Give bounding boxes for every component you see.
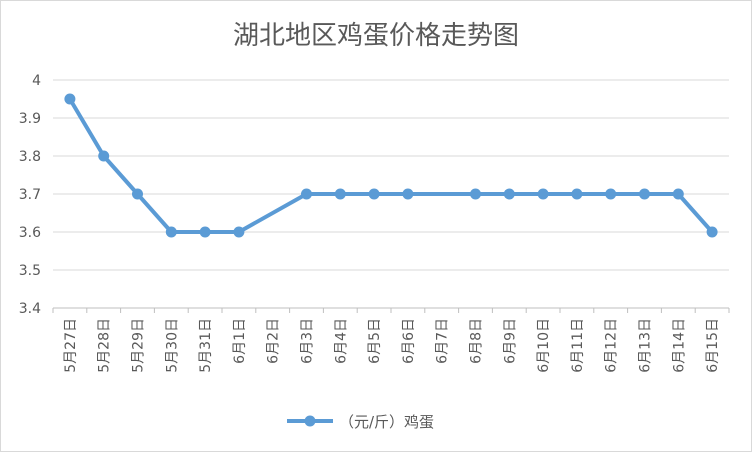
data-point[interactable] xyxy=(503,188,515,200)
x-tick-label: 6月4日 xyxy=(333,318,349,364)
x-tick-label: 5月29日 xyxy=(131,318,147,373)
y-tick-label: 3.8 xyxy=(19,149,41,165)
y-tick-label: 3.7 xyxy=(19,187,41,203)
data-point[interactable] xyxy=(605,188,617,200)
y-axis-tick-labels: 3.4 3.5 3.6 3.7 3.8 3.9 4 xyxy=(19,73,41,317)
chart-title: 湖北地区鸡蛋价格走势图 xyxy=(233,21,519,51)
x-tick-label: 5月28日 xyxy=(97,318,113,373)
data-point[interactable] xyxy=(639,188,650,200)
x-tick-label: 6月8日 xyxy=(469,318,485,364)
x-tick-label: 6月3日 xyxy=(300,318,316,364)
data-point[interactable] xyxy=(165,226,177,238)
x-tick-label: 6月6日 xyxy=(401,318,417,364)
x-tick-label: 6月1日 xyxy=(232,318,248,364)
data-point[interactable] xyxy=(199,226,211,238)
data-point[interactable] xyxy=(98,150,110,162)
y-tick-label: 3.9 xyxy=(19,111,41,127)
data-series xyxy=(64,93,718,238)
x-tick-label: 6月7日 xyxy=(435,318,451,364)
x-tick-label: 6月13日 xyxy=(638,318,654,373)
y-tick-label: 3.6 xyxy=(19,225,41,241)
legend-swatch-marker xyxy=(304,415,316,427)
x-axis xyxy=(52,307,730,313)
x-tick-label: 6月9日 xyxy=(502,318,518,364)
data-point[interactable] xyxy=(470,188,481,200)
data-point[interactable] xyxy=(672,188,684,200)
x-tick-label: 5月27日 xyxy=(63,318,79,373)
data-point[interactable] xyxy=(334,188,346,200)
y-tick-label: 3.4 xyxy=(19,301,41,317)
data-point[interactable] xyxy=(571,188,583,200)
data-point[interactable] xyxy=(233,226,245,238)
gridlines xyxy=(53,79,729,271)
data-point[interactable] xyxy=(132,188,143,200)
data-point[interactable] xyxy=(368,188,380,200)
legend[interactable]: （元/斤）鸡蛋 xyxy=(287,413,434,431)
x-axis-tick-labels: 5月27日 5月28日 5月29日 5月30日 5月31日 6月1日 6月2日 6月3日 6月4… xyxy=(63,318,721,373)
y-tick-label: 3.5 xyxy=(19,263,41,279)
legend-label: （元/斤）鸡蛋 xyxy=(339,413,434,431)
x-tick-label: 6月12日 xyxy=(604,318,620,373)
x-tick-label: 6月10日 xyxy=(536,318,552,373)
x-tick-label: 6月14日 xyxy=(671,318,687,373)
x-tick-label: 5月31日 xyxy=(198,318,214,373)
x-tick-label: 6月2日 xyxy=(266,318,282,364)
y-tick-label: 4 xyxy=(32,73,41,89)
data-point[interactable] xyxy=(402,188,414,200)
data-point[interactable] xyxy=(706,226,718,238)
data-point[interactable] xyxy=(64,93,76,105)
data-point[interactable] xyxy=(301,188,312,200)
x-tick-label: 6月11日 xyxy=(570,318,586,373)
data-point[interactable] xyxy=(537,188,549,200)
series-line xyxy=(68,97,714,234)
x-tick-label: 5月30日 xyxy=(164,318,180,373)
x-tick-label: 6月15日 xyxy=(705,318,721,373)
x-tick-label: 6月5日 xyxy=(367,318,383,364)
